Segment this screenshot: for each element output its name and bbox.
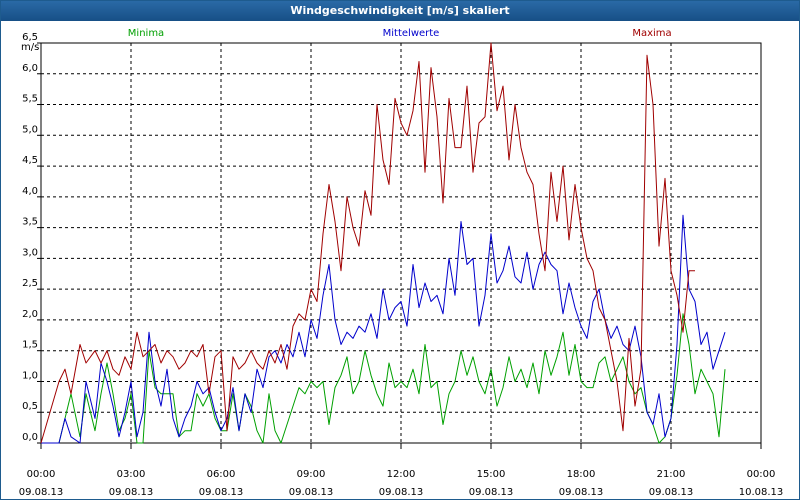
series-line-maxima bbox=[40, 42, 695, 444]
y-tick-label: 5,0 bbox=[22, 124, 38, 135]
x-tick-date: 09.08.13 bbox=[289, 487, 334, 498]
x-tick-time: 15:00 bbox=[477, 469, 506, 480]
x-tick-time: 09:00 bbox=[297, 469, 326, 480]
grid bbox=[40, 42, 762, 444]
y-tick-label: 0,0 bbox=[22, 432, 38, 443]
x-tick-time: 21:00 bbox=[657, 469, 686, 480]
x-tick-date: 09.08.13 bbox=[199, 487, 244, 498]
legend-mittelwerte: Mittelwerte bbox=[383, 28, 440, 39]
y-tick-label: 3,5 bbox=[22, 217, 38, 228]
y-tick-label: 5,5 bbox=[22, 94, 38, 105]
y-tick-label: 4,5 bbox=[22, 155, 38, 166]
y-tick-label: 2,5 bbox=[22, 278, 38, 289]
legend-minima: Minima bbox=[128, 28, 164, 39]
x-tick-time: 18:00 bbox=[567, 469, 596, 480]
y-tick-label: 2,0 bbox=[22, 309, 38, 320]
x-tick-time: 00:00 bbox=[27, 469, 56, 480]
legend-maxima: Maxima bbox=[632, 28, 671, 39]
x-tick-time: 03:00 bbox=[117, 469, 146, 480]
x-tick-date: 09.08.13 bbox=[109, 487, 154, 498]
y-tick-label: 6,0 bbox=[22, 63, 38, 74]
x-tick-date: 09.08.13 bbox=[469, 487, 514, 498]
x-tick-date: 10.08.13 bbox=[739, 487, 784, 498]
legend: Minima Mittelwerte Maxima bbox=[128, 28, 672, 39]
y-axis-label: m/s bbox=[21, 42, 39, 53]
y-tick-label: 4,0 bbox=[22, 186, 38, 197]
x-tick-date: 09.08.13 bbox=[19, 487, 64, 498]
y-tick-label: 1,5 bbox=[22, 340, 38, 351]
x-tick-date: 09.08.13 bbox=[559, 487, 604, 498]
x-axis: 00:00 09.08.13 03:00 09.08.13 06:00 09.08.13 0… bbox=[19, 443, 784, 498]
x-tick-date: 09.08.13 bbox=[379, 487, 424, 498]
y-axis: 0,0 0,5 1,0 1,5 2,0 2,5 3,0 3,5 4,0 4,5 5,0 5,5 6,0 6… bbox=[22, 32, 42, 449]
series bbox=[40, 42, 726, 444]
y-tick-label: 1,0 bbox=[22, 370, 38, 381]
x-tick-date: 09.08.13 bbox=[649, 487, 694, 498]
x-tick-time: 12:00 bbox=[387, 469, 416, 480]
window-title: Windgeschwindigkeit [m/s] skaliert bbox=[1, 1, 799, 21]
series-line-mittelwerte bbox=[41, 214, 726, 444]
x-tick-time: 06:00 bbox=[207, 469, 236, 480]
x-tick-time: 00:00 bbox=[747, 469, 776, 480]
wind-speed-chart: 0,0 0,5 1,0 1,5 2,0 2,5 3,0 3,5 4,0 4,5 5,0 5,5 6,0 6… bbox=[19, 28, 784, 498]
y-tick-label: 0,5 bbox=[22, 401, 38, 412]
y-tick-label: 3,0 bbox=[22, 247, 38, 258]
y-tick-label: 6,5 bbox=[22, 32, 38, 43]
